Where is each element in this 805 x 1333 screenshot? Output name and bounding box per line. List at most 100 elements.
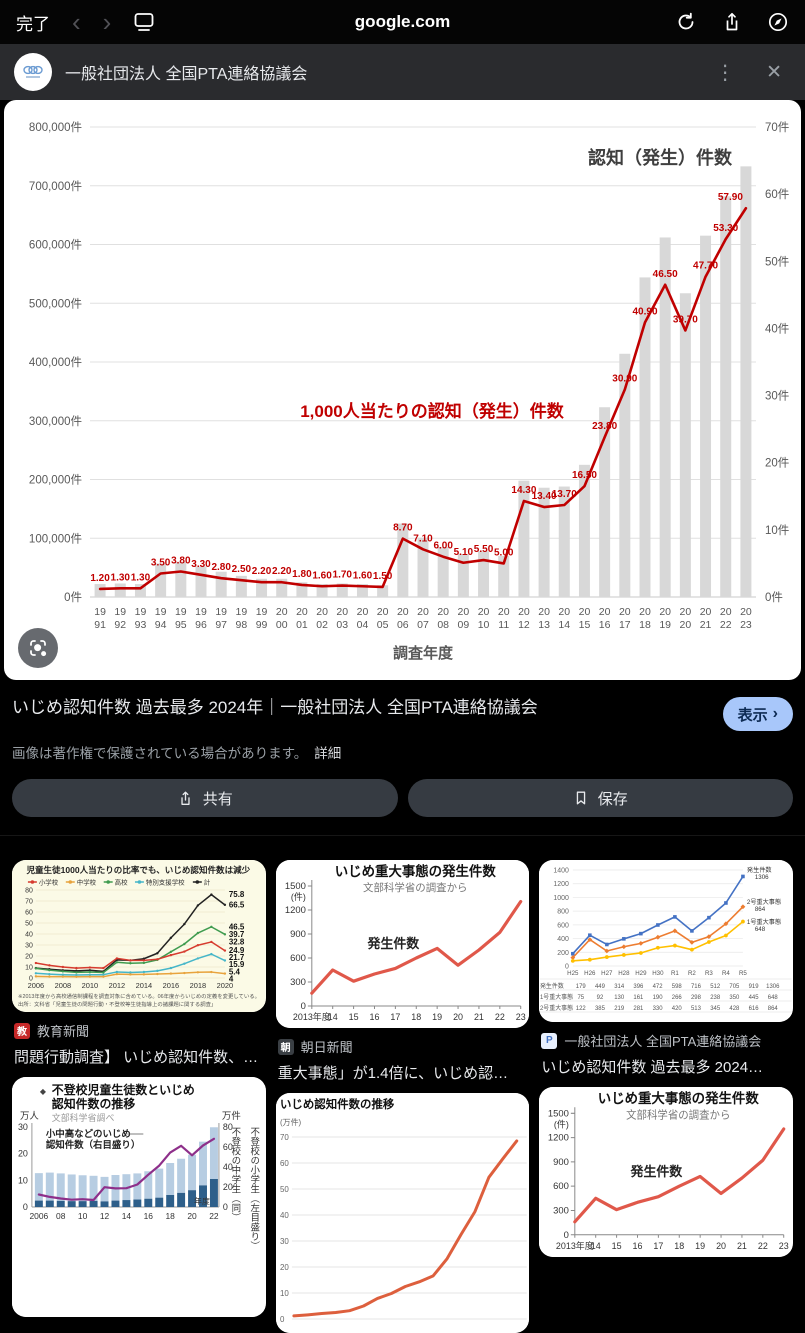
svg-text:(件): (件): [554, 1118, 569, 1129]
svg-text:2014: 2014: [136, 981, 153, 990]
related-thumbnail[interactable]: ◆ 不登校児童生徒数といじめ 認知件数の推移 文部科学省調べ 万人 万件 30 20 10 0 80…: [12, 1077, 266, 1317]
svg-text:R5: R5: [739, 970, 747, 977]
related-thumbnail[interactable]: いじめ重大事態の発生件数 文部科学省の調査から 0 300 600 900 1200 1500…: [275, 860, 530, 1028]
svg-text:2.20: 2.20: [252, 566, 272, 577]
svg-text:2.50: 2.50: [232, 564, 252, 575]
source-name: 朝日新聞: [300, 1040, 353, 1055]
svg-text:16: 16: [144, 1211, 154, 1221]
save-button[interactable]: 保存: [407, 779, 793, 817]
related-card[interactable]: ◆ 不登校児童生徒数といじめ 認知件数の推移 文部科学省調べ 万人 万件 30 20 10 0 80…: [12, 1077, 266, 1317]
svg-text:23: 23: [779, 1241, 789, 1251]
svg-text:2018: 2018: [190, 981, 207, 990]
related-caption[interactable]: 重大事態」が1.4倍に、いじめ認…: [277, 1065, 509, 1082]
more-menu-icon[interactable]: ⋮: [715, 61, 736, 84]
suii-chart: いじめ認知件数の推移 (万件) 70 60 50 40 30 20 10 0: [275, 1093, 530, 1333]
tab-bar-icon[interactable]: [133, 11, 155, 33]
svg-text:30: 30: [18, 1122, 28, 1132]
svg-text:2020: 2020: [680, 606, 692, 631]
svg-text:13.70: 13.70: [552, 489, 577, 500]
visit-button[interactable]: 表示 ›: [722, 697, 793, 731]
related-thumbnail[interactable]: いじめ重大事態の発生件数 文部科学省の調査から 0 300 600 900 1200 1500…: [539, 1087, 794, 1257]
result-info: いじめ認知件数 過去最多 2024年｜一般社団法人 全国PTA連絡協議会 表示 …: [0, 680, 805, 835]
svg-text:20: 20: [716, 1241, 726, 1251]
related-card[interactable]: いじめ重大事態の発生件数 文部科学省の調査から 0 300 600 900 1200 1500…: [275, 860, 530, 1083]
svg-text:19: 19: [432, 1012, 442, 1022]
related-card[interactable]: いじめ重大事態の発生件数 文部科学省の調査から 0 300 600 900 1200 1500…: [539, 1087, 794, 1257]
svg-text:いじめ重大事態の発生件数: いじめ重大事態の発生件数: [334, 863, 496, 879]
svg-text:300: 300: [553, 1205, 569, 1216]
svg-text:2010: 2010: [82, 981, 99, 990]
svg-text:1.20: 1.20: [90, 573, 110, 584]
svg-text:75: 75: [578, 995, 585, 1001]
related-card[interactable]: 0 200 400 600 800 1000 1200 1400 H25 H26 H27 H28 H29…: [539, 860, 794, 1077]
google-lens-button[interactable]: [18, 628, 58, 668]
svg-text:345: 345: [711, 1006, 722, 1012]
svg-text:2008: 2008: [55, 981, 72, 990]
svg-text:900: 900: [553, 1157, 569, 1168]
svg-text:864: 864: [768, 1006, 779, 1012]
svg-text:1.80: 1.80: [292, 569, 312, 580]
svg-text:1500: 1500: [548, 1108, 569, 1119]
site-logo: [14, 53, 52, 91]
svg-text:39.7: 39.7: [229, 930, 245, 939]
result-title: いじめ認知件数 過去最多 2024年｜一般社団法人 全国PTA連絡協議会: [12, 698, 538, 717]
share-button[interactable]: 共有: [12, 779, 398, 817]
back-icon[interactable]: ‹: [72, 7, 81, 37]
svg-text:3.30: 3.30: [191, 559, 211, 570]
svg-text:122: 122: [576, 1006, 587, 1012]
visit-label: 表示: [737, 706, 768, 724]
svg-text:800,000件: 800,000件: [29, 120, 82, 134]
details-link[interactable]: 詳細: [314, 746, 342, 761]
svg-text:449: 449: [595, 984, 606, 990]
svg-text:年度: 年度: [194, 1196, 210, 1206]
svg-text:(万件): (万件): [280, 1117, 302, 1127]
reload-icon[interactable]: [675, 11, 697, 33]
source-favicon: P: [541, 1032, 558, 1049]
result-image[interactable]: 0件 100,000件 200,000件 300,000件 400,000件 500,00…: [4, 100, 801, 680]
svg-text:14: 14: [122, 1211, 132, 1221]
svg-text:190: 190: [653, 995, 664, 1001]
share-icon[interactable]: [721, 11, 743, 33]
svg-text:70: 70: [25, 898, 33, 905]
svg-text:130: 130: [615, 995, 626, 1001]
svg-text:12: 12: [100, 1211, 110, 1221]
svg-text:330: 330: [653, 1006, 664, 1012]
done-button[interactable]: 完了: [16, 14, 50, 34]
related-card[interactable]: 児童生徒1000人当たりの比率でも、いじめ認知件数は減少 小学校 中学校 高校 特別支援…: [12, 860, 266, 1067]
svg-text:0: 0: [565, 963, 569, 970]
svg-text:2016: 2016: [163, 981, 180, 990]
related-thumbnail[interactable]: いじめ認知件数の推移 (万件) 70 60 50 40 30 20 10 0: [275, 1093, 530, 1333]
svg-text:22: 22: [209, 1211, 219, 1221]
svg-text:19: 19: [696, 1241, 706, 1251]
related-thumbnail[interactable]: 0 200 400 600 800 1000 1200 1400 H25 H26 H27 H28 H29…: [539, 860, 794, 1022]
svg-text:不登校児童生徒数といじめ: 不登校児童生徒数といじめ: [52, 1082, 195, 1097]
svg-text:300: 300: [290, 977, 306, 988]
svg-text:中学校: 中学校: [77, 877, 97, 886]
related-card[interactable]: いじめ認知件数の推移 (万件) 70 60 50 40 30 20 10 0: [275, 1093, 530, 1333]
svg-text:1500: 1500: [284, 881, 305, 892]
svg-text:10: 10: [18, 1175, 28, 1185]
related-thumbnail[interactable]: 児童生徒1000人当たりの比率でも、いじめ認知件数は減少 小学校 中学校 高校 特別支援…: [12, 860, 266, 1012]
forward-icon[interactable]: ›: [102, 7, 112, 37]
svg-text:0: 0: [300, 1001, 305, 1012]
svg-text:161: 161: [634, 995, 645, 1001]
svg-text:小中高などのいじめ: 小中高などのいじめ: [45, 1128, 131, 1140]
close-icon[interactable]: ✕: [766, 61, 782, 83]
svg-text:2016: 2016: [599, 606, 611, 631]
svg-text:2006: 2006: [397, 606, 409, 631]
svg-text:385: 385: [595, 1006, 606, 1012]
svg-text:4: 4: [229, 975, 234, 984]
svg-text:445: 445: [749, 995, 760, 1001]
compass-icon[interactable]: [767, 11, 789, 33]
svg-text:0: 0: [23, 1202, 28, 1212]
svg-text:2010: 2010: [478, 606, 490, 631]
related-caption[interactable]: 問題行動調査】 いじめ認知件数、…: [14, 1049, 259, 1066]
related-caption[interactable]: いじめ認知件数 過去最多 2024…: [541, 1059, 764, 1076]
svg-text:1号重大事態: 1号重大事態: [747, 918, 781, 926]
